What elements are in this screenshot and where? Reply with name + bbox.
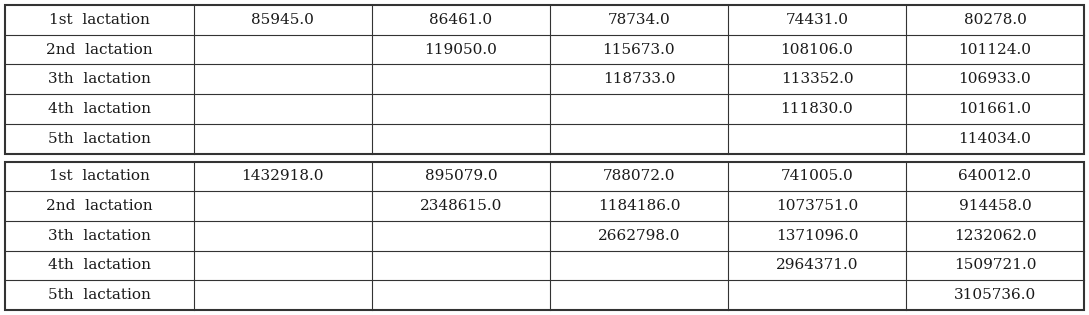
- Text: 86461.0: 86461.0: [429, 13, 492, 27]
- Text: 3105736.0: 3105736.0: [954, 288, 1036, 302]
- Text: 2662798.0: 2662798.0: [598, 229, 681, 243]
- Text: 111830.0: 111830.0: [781, 102, 854, 116]
- Text: 1st  lactation: 1st lactation: [49, 169, 150, 183]
- Text: 640012.0: 640012.0: [958, 169, 1031, 183]
- Text: 741005.0: 741005.0: [781, 169, 854, 183]
- Text: 788072.0: 788072.0: [602, 169, 675, 183]
- Text: 1432918.0: 1432918.0: [242, 169, 325, 183]
- Text: 3th  lactation: 3th lactation: [48, 72, 151, 86]
- Text: 85945.0: 85945.0: [252, 13, 315, 27]
- Text: 1509721.0: 1509721.0: [954, 258, 1037, 272]
- Text: 1232062.0: 1232062.0: [954, 229, 1037, 243]
- Text: 74431.0: 74431.0: [785, 13, 848, 27]
- Text: 914458.0: 914458.0: [958, 199, 1031, 213]
- Text: 101661.0: 101661.0: [958, 102, 1031, 116]
- Text: 113352.0: 113352.0: [781, 72, 854, 86]
- Text: 4th  lactation: 4th lactation: [48, 258, 151, 272]
- Text: 78734.0: 78734.0: [608, 13, 671, 27]
- Text: 1371096.0: 1371096.0: [775, 229, 858, 243]
- Text: 2nd  lactation: 2nd lactation: [46, 199, 152, 213]
- Text: 1st  lactation: 1st lactation: [49, 13, 150, 27]
- Text: 106933.0: 106933.0: [958, 72, 1031, 86]
- Text: 2348615.0: 2348615.0: [419, 199, 502, 213]
- Text: 118733.0: 118733.0: [602, 72, 675, 86]
- Text: 3th  lactation: 3th lactation: [48, 229, 151, 243]
- Text: 114034.0: 114034.0: [958, 132, 1031, 146]
- Text: 2964371.0: 2964371.0: [775, 258, 858, 272]
- Text: 5th  lactation: 5th lactation: [48, 132, 151, 146]
- Bar: [5, 162, 1084, 310]
- Text: 2nd  lactation: 2nd lactation: [46, 43, 152, 57]
- Text: 119050.0: 119050.0: [425, 43, 498, 57]
- Text: 108106.0: 108106.0: [781, 43, 854, 57]
- Text: 895079.0: 895079.0: [425, 169, 498, 183]
- Bar: [5, 5, 1084, 153]
- Text: 115673.0: 115673.0: [602, 43, 675, 57]
- Text: 4th  lactation: 4th lactation: [48, 102, 151, 116]
- Text: 101124.0: 101124.0: [958, 43, 1031, 57]
- Text: 5th  lactation: 5th lactation: [48, 288, 151, 302]
- Text: 80278.0: 80278.0: [964, 13, 1027, 27]
- Text: 1184186.0: 1184186.0: [598, 199, 681, 213]
- Text: 1073751.0: 1073751.0: [775, 199, 858, 213]
